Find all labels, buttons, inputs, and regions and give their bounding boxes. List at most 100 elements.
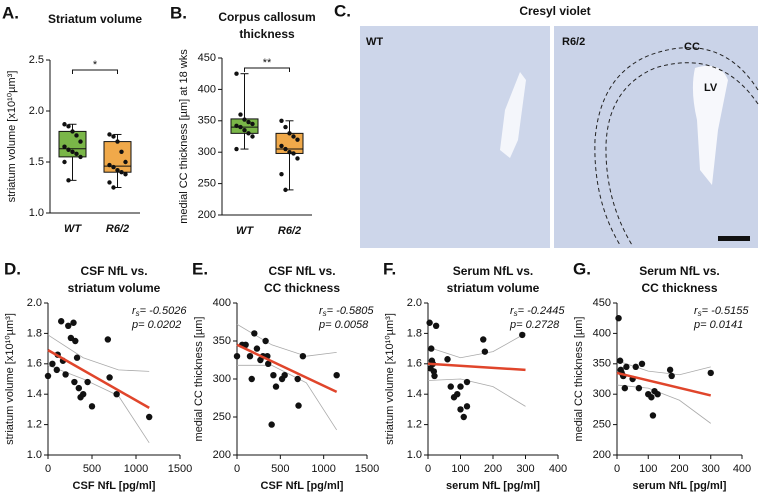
y-tick-label: 1.2 [407, 419, 422, 431]
data-point [333, 372, 340, 379]
data-point [265, 360, 272, 367]
stat-subscript: s [136, 309, 140, 318]
data-point [234, 146, 239, 152]
data-point [242, 128, 247, 133]
data-point [238, 112, 243, 117]
panel-letter: G. [573, 259, 591, 278]
x-tick-label: 100 [451, 463, 469, 475]
x-tick-label: 400 [733, 463, 751, 475]
data-point [111, 185, 116, 190]
y-tick-label: 1.4 [27, 388, 42, 400]
confidence-band [47, 334, 150, 372]
significance-label: ** [263, 57, 272, 69]
y-axis-label: striatum volume [x10¹⁰µm³] [4, 313, 16, 445]
chart-title: Corpus callosum [218, 10, 315, 24]
data-point [648, 394, 655, 401]
x-tick-label: 1000 [124, 463, 148, 475]
data-point [65, 322, 72, 329]
confidence-band [237, 364, 338, 431]
data-point [88, 403, 96, 410]
data-point [615, 315, 622, 322]
y-tick-label: 400 [198, 83, 216, 95]
data-point [58, 318, 65, 325]
data-point [119, 170, 124, 175]
confidence-band [427, 333, 526, 359]
stat-annotation: p= 0.0141 [693, 319, 743, 331]
data-point [287, 150, 292, 155]
data-point [70, 129, 75, 134]
data-point [283, 187, 288, 193]
image-annotation: LV [704, 82, 718, 94]
micrograph [554, 26, 758, 248]
confidence-band [616, 360, 711, 376]
y-tick-label: 2.0 [29, 105, 44, 117]
data-point [295, 402, 302, 409]
data-point [250, 121, 255, 127]
data-point [519, 331, 526, 339]
y-tick-label: 1.6 [407, 358, 422, 370]
data-point [457, 406, 464, 413]
chart-title: thickness [239, 27, 295, 41]
stat-symbol: r [319, 305, 324, 317]
y-tick-label: 200 [198, 209, 216, 221]
data-point [427, 365, 434, 372]
data-point [238, 124, 243, 130]
data-point [447, 383, 454, 390]
regression-line [427, 362, 526, 372]
data-point [78, 139, 83, 144]
data-point [428, 345, 435, 352]
data-point [291, 151, 296, 156]
cc-outline [605, 62, 759, 246]
data-point [107, 180, 112, 185]
data-point [62, 159, 67, 165]
x-tick-label: 0 [614, 463, 620, 475]
stat-value: = 0.0141 [700, 319, 743, 331]
chart-title: Striatum volume [48, 12, 142, 26]
data-point [460, 413, 467, 421]
panel-letter: B. [170, 3, 187, 22]
confidence-band [427, 378, 526, 407]
data-point [123, 172, 128, 177]
chart-title: Serum NfL vs. [453, 264, 533, 278]
data-point [654, 391, 661, 398]
data-point [638, 360, 646, 367]
y-tick-label: 1.5 [29, 156, 44, 168]
data-point [49, 360, 56, 367]
x-tick-label: 1500 [355, 463, 379, 475]
y-tick-label: 450 [198, 52, 216, 64]
stat-annotation: rs= -0.5155 [694, 305, 749, 318]
data-point [115, 167, 120, 173]
box [58, 130, 87, 158]
panel-letter: A. [2, 3, 19, 22]
y-tick-label: 2.0 [407, 297, 422, 309]
data-point [106, 374, 113, 381]
data-point [666, 366, 674, 374]
data-point [649, 412, 657, 419]
y-tick-label: 2.0 [27, 297, 42, 309]
regression-line [236, 343, 338, 394]
significance-bracket [72, 69, 118, 74]
data-point [62, 371, 69, 378]
x-tick-label: 500 [271, 463, 289, 475]
data-point [62, 122, 67, 127]
significance-bracket [244, 67, 290, 72]
data-point [233, 353, 241, 360]
data-point [111, 134, 116, 139]
data-point [80, 391, 87, 398]
stat-subscript: s [514, 309, 518, 318]
y-axis-label: medial CC thickness [µm] [193, 317, 205, 442]
data-point [632, 363, 639, 371]
x-tick-label: 200 [484, 463, 502, 475]
data-point [104, 336, 112, 343]
x-tick-label: WT [64, 223, 82, 235]
y-tick-label: 400 [593, 327, 611, 339]
image-label: R6/2 [562, 36, 585, 48]
data-point [431, 372, 438, 380]
x-tick-label: 0 [234, 463, 240, 475]
stat-annotation: rs= -0.5026 [132, 305, 187, 318]
data-point [107, 132, 112, 137]
data-point [480, 336, 487, 343]
x-tick-label: 1000 [311, 463, 335, 475]
x-tick-label: 0 [45, 463, 51, 475]
data-point [270, 372, 277, 379]
